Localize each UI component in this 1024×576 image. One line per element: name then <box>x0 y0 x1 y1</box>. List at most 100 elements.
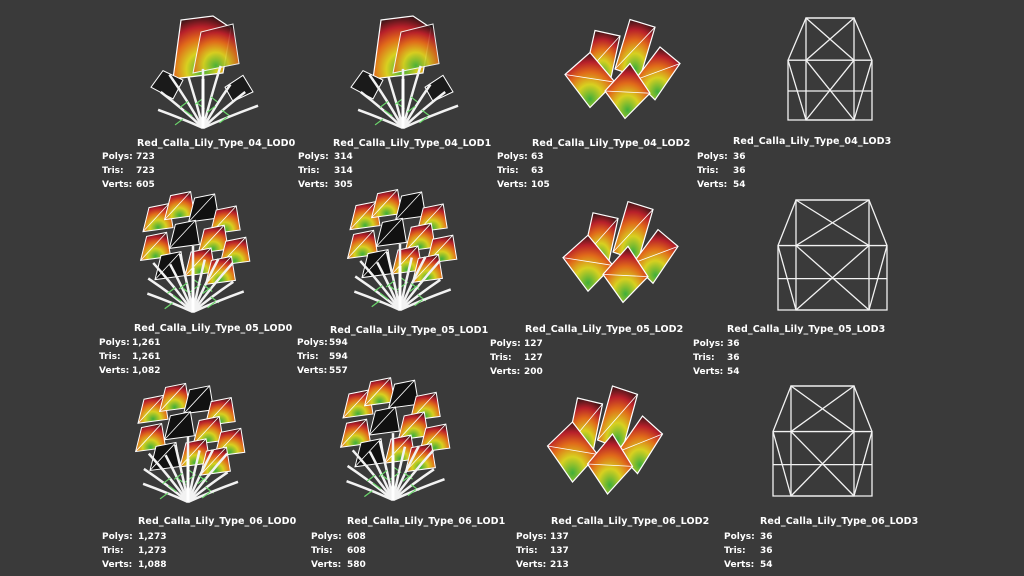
stat-label-polys: Polys: <box>297 338 328 348</box>
stat-row-verts: Verts: 54 <box>693 365 740 379</box>
stat-label-tris: Tris: <box>693 353 715 363</box>
stat-label-verts: Verts: <box>490 367 521 377</box>
stat-value-polys: 36 <box>760 532 773 542</box>
stat-label-verts: Verts: <box>298 180 329 190</box>
stat-row-tris: Tris: 36 <box>697 164 746 178</box>
stat-label-verts: Verts: <box>497 180 528 190</box>
stat-label-tris: Tris: <box>297 352 319 362</box>
stat-label-polys: Polys: <box>490 339 521 349</box>
stat-value-polys: 1,273 <box>138 532 167 542</box>
stat-value-tris: 36 <box>760 546 773 556</box>
mesh-thumbnail <box>560 14 690 124</box>
stat-label-verts: Verts: <box>516 560 547 570</box>
stat-value-verts: 1,088 <box>138 560 167 570</box>
stat-value-tris: 127 <box>524 353 543 363</box>
stat-row-verts: Verts: 305 <box>298 178 353 192</box>
stat-label-polys: Polys: <box>497 152 528 162</box>
stat-value-tris: 608 <box>347 546 366 556</box>
stat-value-polys: 36 <box>727 339 740 349</box>
stat-row-tris: Tris: 1,273 <box>102 544 166 558</box>
mesh-stats: Polys: 314 Tris: 314 Verts: 305 <box>298 150 353 192</box>
stat-label-verts: Verts: <box>697 180 728 190</box>
stat-row-tris: Tris: 594 <box>297 350 348 364</box>
stat-value-tris: 137 <box>550 546 569 556</box>
mesh-thumbnail <box>546 380 665 500</box>
stat-row-verts: Verts: 200 <box>490 365 543 379</box>
stat-row-verts: Verts: 1,082 <box>99 364 160 378</box>
mesh-thumbnail <box>343 14 463 132</box>
mesh-thumbnail <box>143 14 263 132</box>
mesh-stats: Polys: 137 Tris: 137 Verts: 213 <box>516 530 569 572</box>
stat-value-verts: 54 <box>760 560 773 570</box>
stat-row-verts: Verts: 605 <box>102 178 155 192</box>
stat-value-polys: 314 <box>334 152 353 162</box>
stat-value-verts: 54 <box>733 180 746 190</box>
stat-value-polys: 127 <box>524 339 543 349</box>
stat-value-verts: 105 <box>531 180 550 190</box>
stat-value-tris: 63 <box>531 166 544 176</box>
mesh-stats: Polys: 1,261 Tris: 1,261 Verts: 1,082 <box>99 336 160 378</box>
mesh-stats: Polys: 608 Tris: 608 Verts: 580 <box>311 530 366 572</box>
stat-row-polys: Polys: 314 <box>298 150 353 164</box>
stat-row-verts: Verts: 580 <box>311 558 366 572</box>
stat-label-polys: Polys: <box>102 152 133 162</box>
stat-row-verts: Verts: 1,088 <box>102 558 166 572</box>
stat-value-tris: 594 <box>329 352 348 362</box>
stat-row-tris: Tris: 36 <box>693 351 740 365</box>
stat-label-tris: Tris: <box>298 166 320 176</box>
mesh-thumbnail <box>333 377 453 504</box>
mesh-stats: Polys: 127 Tris: 127 Verts: 200 <box>490 337 543 379</box>
stat-label-tris: Tris: <box>99 352 121 362</box>
mesh-thumbnail <box>770 196 895 314</box>
stat-row-verts: Verts: 54 <box>724 558 773 572</box>
stat-row-polys: Polys: 36 <box>724 530 773 544</box>
stat-label-verts: Verts: <box>102 560 133 570</box>
stat-row-tris: Tris: 127 <box>490 351 543 365</box>
mesh-stats: Polys: 36 Tris: 36 Verts: 54 <box>697 150 746 192</box>
stat-label-tris: Tris: <box>724 546 746 556</box>
mesh-thumbnail <box>765 382 880 500</box>
stat-label-tris: Tris: <box>311 546 333 556</box>
mesh-name: Red_Calla_Lily_Type_06_LOD0 <box>138 516 297 527</box>
mesh-name: Red_Calla_Lily_Type_04_LOD1 <box>333 138 492 149</box>
stat-value-verts: 580 <box>347 560 366 570</box>
mesh-thumbnail <box>558 196 688 308</box>
stat-label-verts: Verts: <box>102 180 133 190</box>
mesh-thumbnail <box>133 191 253 316</box>
mesh-thumbnail <box>780 14 880 124</box>
stat-row-polys: Polys: 723 <box>102 150 155 164</box>
stat-value-polys: 63 <box>531 152 544 162</box>
stat-row-verts: Verts: 557 <box>297 364 348 378</box>
mesh-stats: Polys: 723 Tris: 723 Verts: 605 <box>102 150 155 192</box>
mesh-name: Red_Calla_Lily_Type_04_LOD2 <box>532 138 691 149</box>
stat-label-tris: Tris: <box>697 166 719 176</box>
mesh-name: Red_Calla_Lily_Type_05_LOD3 <box>727 324 886 335</box>
stat-value-verts: 1,082 <box>132 366 161 376</box>
stat-row-tris: Tris: 63 <box>497 164 550 178</box>
mesh-name: Red_Calla_Lily_Type_05_LOD1 <box>330 325 489 336</box>
stat-row-polys: Polys: 127 <box>490 337 543 351</box>
mesh-name: Red_Calla_Lily_Type_06_LOD1 <box>347 516 506 527</box>
stat-row-polys: Polys: 36 <box>693 337 740 351</box>
stat-value-polys: 608 <box>347 532 366 542</box>
stat-row-tris: Tris: 137 <box>516 544 569 558</box>
stat-label-tris: Tris: <box>490 353 512 363</box>
stat-row-verts: Verts: 54 <box>697 178 746 192</box>
stat-value-polys: 36 <box>733 152 746 162</box>
mesh-name: Red_Calla_Lily_Type_06_LOD3 <box>760 516 919 527</box>
mesh-name: Red_Calla_Lily_Type_04_LOD0 <box>137 138 296 149</box>
stat-row-verts: Verts: 213 <box>516 558 569 572</box>
mesh-thumbnail <box>340 189 460 314</box>
stat-value-tris: 1,273 <box>138 546 167 556</box>
stat-row-polys: Polys: 594 <box>297 336 348 350</box>
stat-value-verts: 213 <box>550 560 569 570</box>
stat-value-verts: 305 <box>334 180 353 190</box>
stat-value-tris: 314 <box>334 166 353 176</box>
stat-label-tris: Tris: <box>497 166 519 176</box>
stat-row-tris: Tris: 608 <box>311 544 366 558</box>
stat-label-verts: Verts: <box>693 367 724 377</box>
stat-value-verts: 54 <box>727 367 740 377</box>
stat-label-polys: Polys: <box>693 339 724 349</box>
mesh-name: Red_Calla_Lily_Type_05_LOD2 <box>525 324 684 335</box>
stat-value-tris: 36 <box>727 353 740 363</box>
